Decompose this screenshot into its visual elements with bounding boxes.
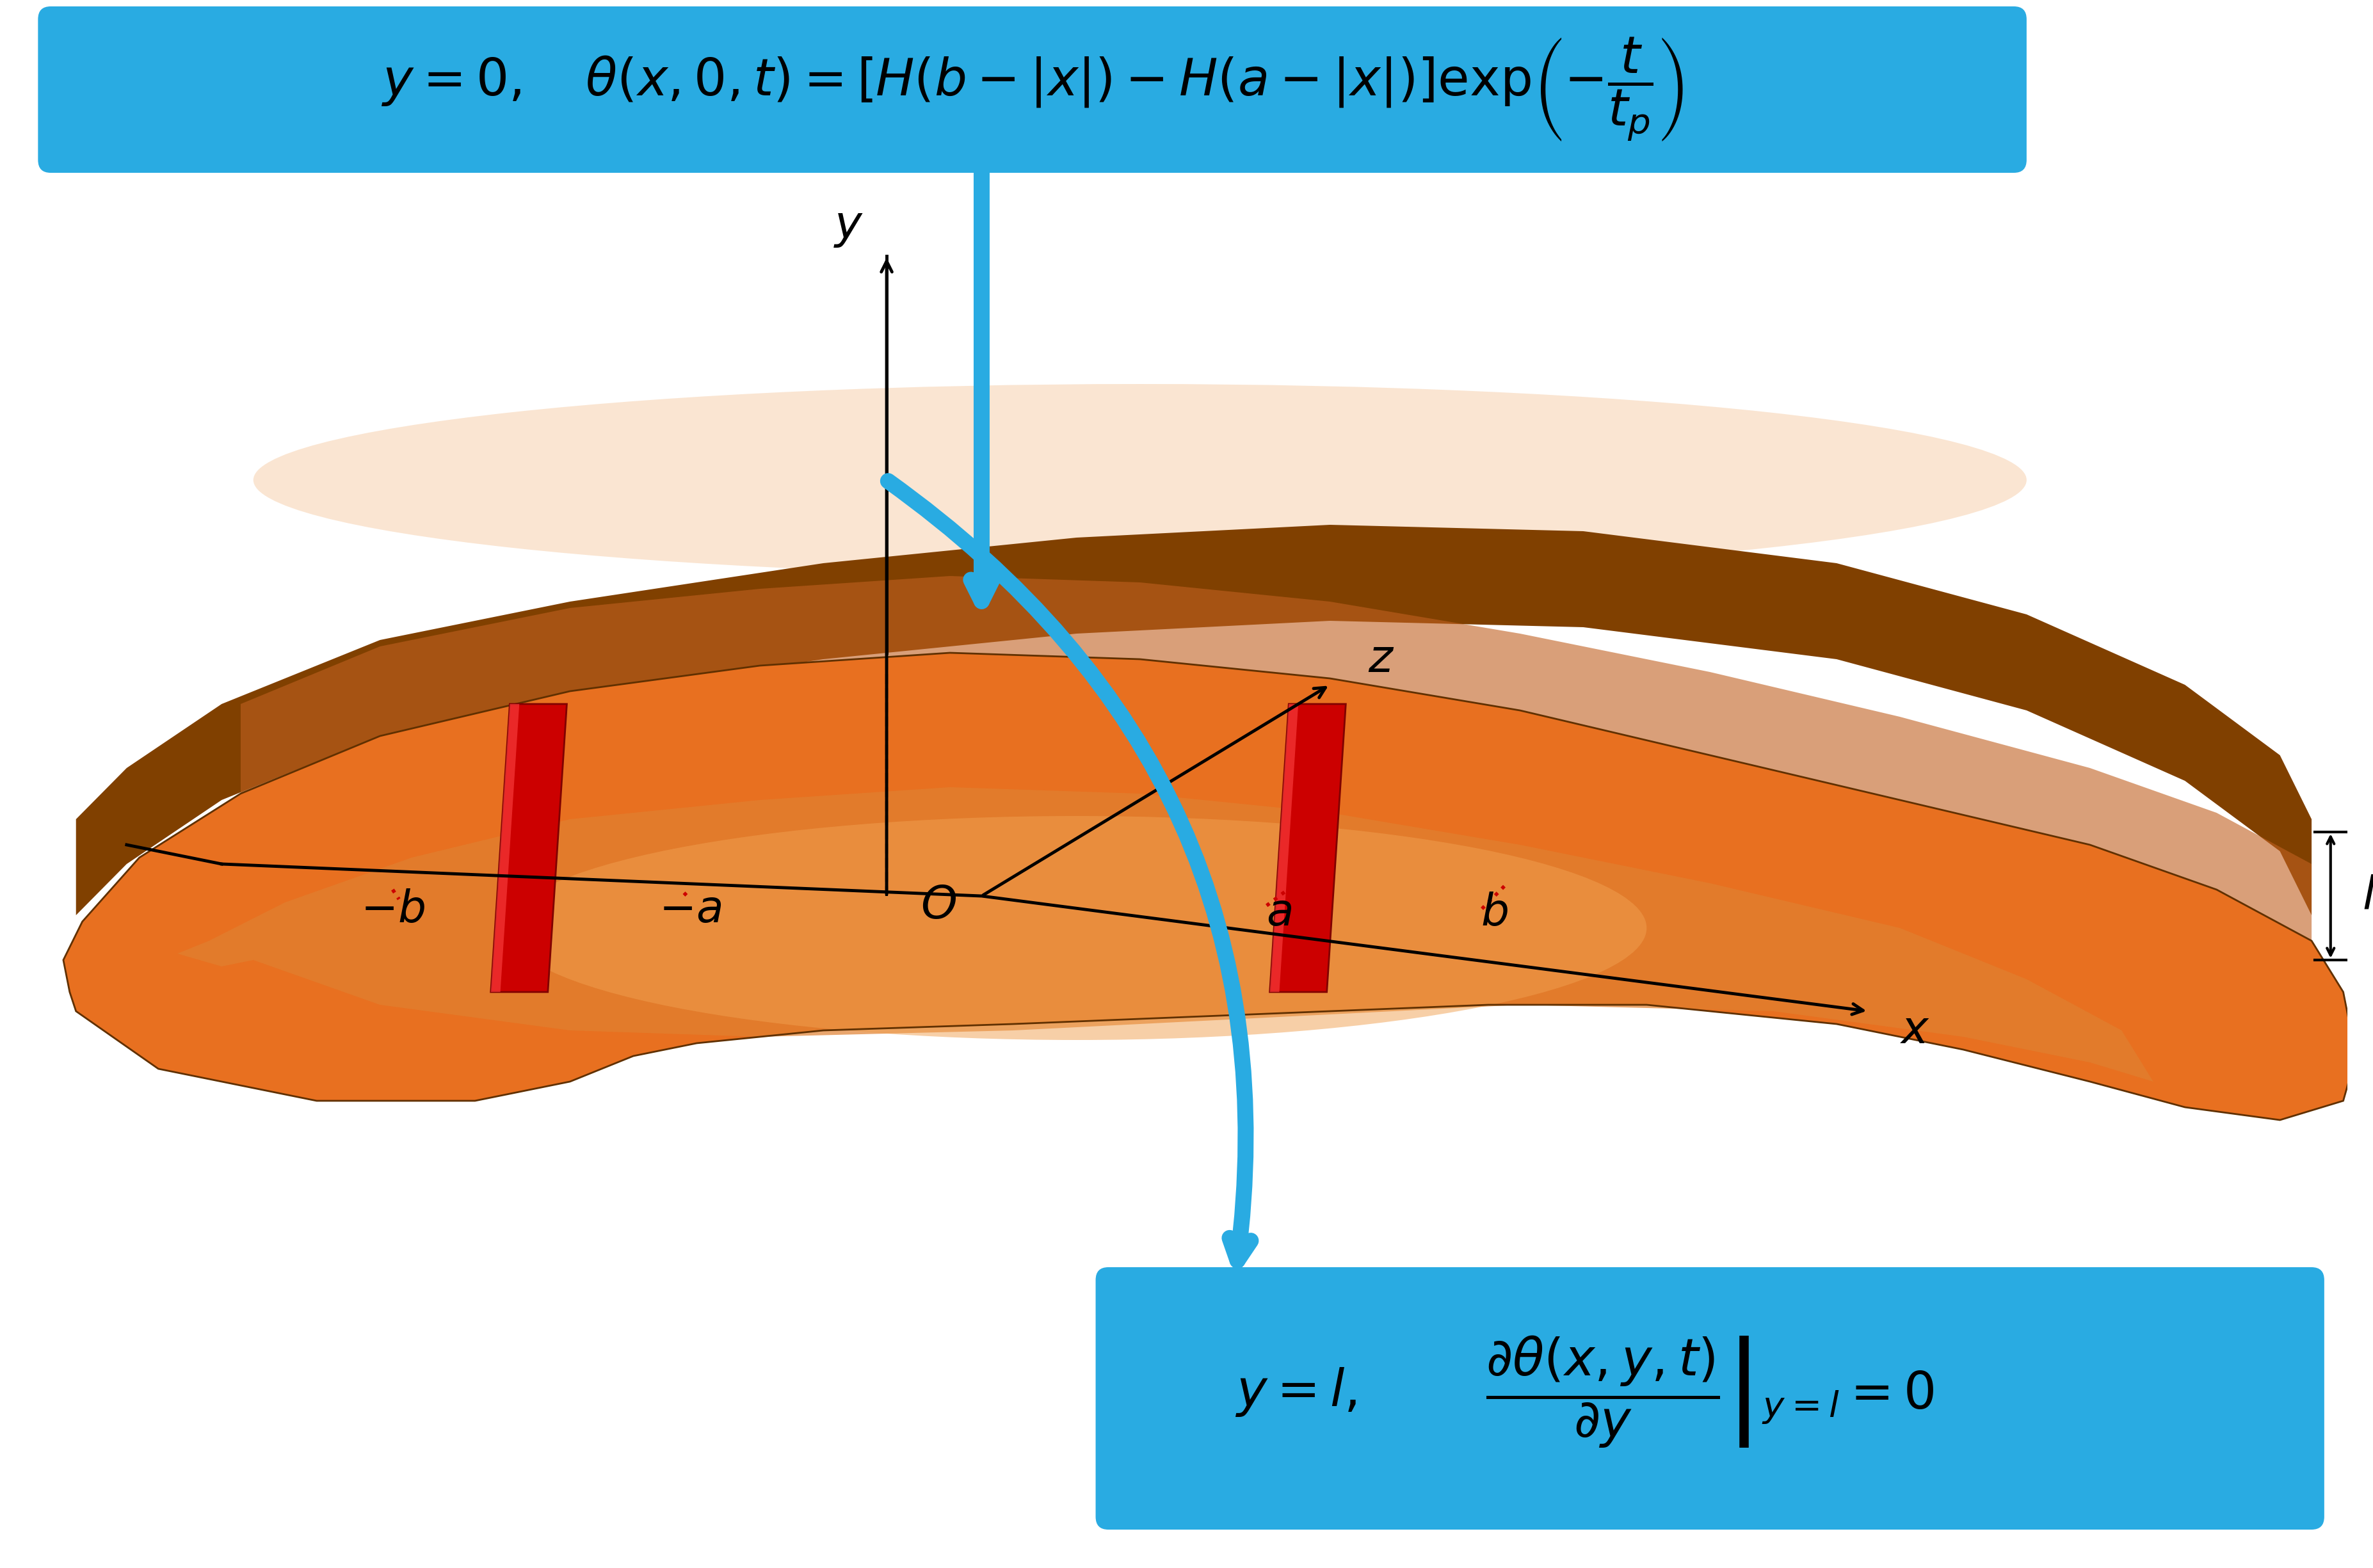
Text: $a$: $a$: [1267, 892, 1291, 935]
Text: $y$: $y$: [833, 205, 864, 249]
Ellipse shape: [508, 815, 1647, 1040]
Polygon shape: [76, 525, 2311, 916]
Polygon shape: [64, 652, 2356, 1120]
FancyBboxPatch shape: [38, 6, 2027, 172]
Polygon shape: [240, 575, 2311, 941]
Text: $y = l,$: $y = l,$: [1234, 1366, 1357, 1417]
Text: $-a$: $-a$: [660, 889, 721, 931]
Text: $y=0, \quad \theta(x,0,t) = [H(b-|x|)-H(a-|x|)]\exp\!\left(-\dfrac{t}{t_p}\right: $y=0, \quad \theta(x,0,t) = [H(b-|x|)-H(…: [380, 36, 1685, 143]
Text: $\left.\dfrac{\partial\theta(x,y,t)}{\partial y}\right|_{y=l} = 0$: $\left.\dfrac{\partial\theta(x,y,t)}{\pa…: [1485, 1334, 1934, 1450]
Text: $z$: $z$: [1367, 637, 1395, 681]
Polygon shape: [491, 704, 520, 993]
Polygon shape: [178, 787, 2152, 1082]
Text: $O$: $O$: [921, 884, 956, 928]
Text: $-b$: $-b$: [361, 889, 425, 931]
Text: $x$: $x$: [1901, 1008, 1929, 1052]
Ellipse shape: [254, 384, 2027, 575]
FancyBboxPatch shape: [1096, 1267, 2323, 1530]
Polygon shape: [1270, 704, 1345, 993]
Polygon shape: [1270, 704, 1298, 993]
Polygon shape: [491, 704, 567, 993]
Text: $b$: $b$: [1481, 892, 1509, 935]
Text: $l$: $l$: [2361, 873, 2373, 919]
